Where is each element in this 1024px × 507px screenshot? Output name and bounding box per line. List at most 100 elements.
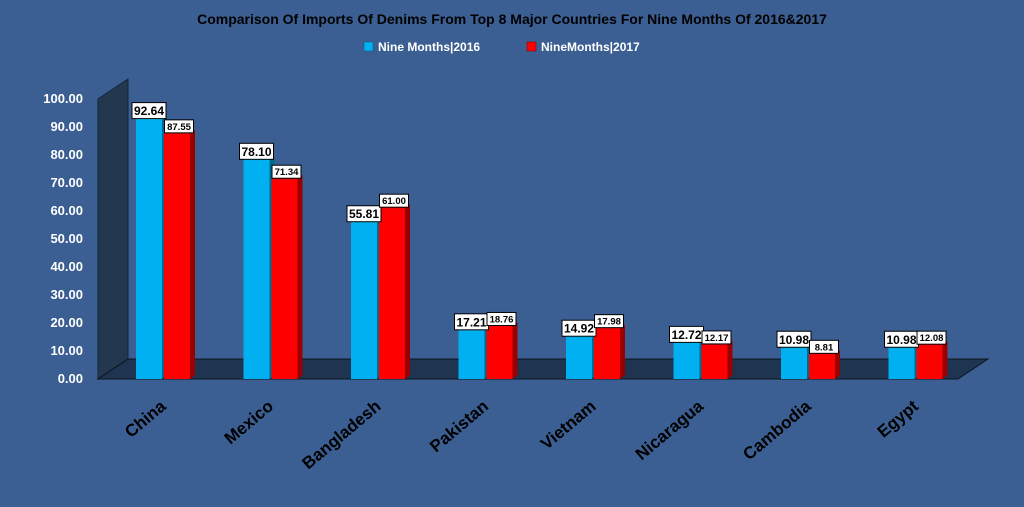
data-label-2016: 17.21 (454, 313, 489, 331)
bar-front (271, 179, 298, 379)
bar-side (405, 204, 410, 379)
bar-side (512, 322, 518, 379)
bar-side (620, 324, 625, 379)
data-label-2017: 87.55 (164, 119, 194, 134)
data-label-box (131, 102, 167, 120)
bar-front (916, 345, 943, 379)
data-label-box (809, 339, 839, 354)
data-label-text: 12.08 (920, 333, 944, 344)
data-label-2017: 12.17 (701, 330, 732, 345)
bar (781, 344, 812, 379)
bar-side (942, 341, 948, 379)
chart-back-wall (97, 78, 129, 380)
x-category-label: Nicaragua (632, 396, 708, 464)
data-label-text: 17.21 (456, 315, 486, 329)
bar (916, 341, 948, 379)
bar (379, 204, 410, 379)
data-label-box (486, 311, 517, 326)
data-label-box (164, 119, 194, 134)
legend-swatch-2017 (526, 41, 537, 52)
data-label-2016: 55.81 (346, 205, 382, 223)
bar-side (297, 175, 303, 379)
data-label-text: 8.81 (815, 342, 834, 353)
bar (888, 344, 920, 379)
bar (136, 115, 167, 379)
data-label-text: 61.00 (382, 196, 406, 207)
y-tick-label: 40.00 (50, 259, 83, 274)
bar (594, 324, 625, 379)
bar-front (243, 160, 270, 379)
bar (566, 333, 597, 379)
data-label-box (561, 319, 597, 337)
data-label-box (776, 330, 812, 348)
bar-front (458, 330, 485, 379)
bar-front (486, 326, 513, 379)
data-label-text: 55.81 (349, 207, 379, 221)
bar (673, 339, 705, 379)
legend-label-2017: NineMonths|2017 (541, 40, 640, 54)
bar-front (673, 343, 700, 379)
x-category-label: Mexico (221, 397, 277, 449)
bar-front (164, 133, 190, 379)
bar (809, 350, 840, 379)
x-category-label: Cambodia (739, 396, 815, 464)
bar-front (781, 348, 807, 379)
bar-side (727, 340, 733, 379)
legend-label-2016: Nine Months|2016 (378, 40, 480, 54)
y-tick-label: 70.00 (50, 175, 83, 190)
y-tick-label: 80.00 (50, 147, 83, 162)
data-label-text: 17.98 (597, 317, 621, 328)
y-tick-label: 60.00 (50, 203, 83, 218)
data-label-2017: 12.08 (916, 330, 947, 345)
bar (243, 156, 275, 379)
data-label-2017: 61.00 (379, 193, 409, 208)
data-label-text: 12.72 (671, 328, 701, 342)
bar-front (888, 348, 915, 379)
bar (271, 175, 303, 379)
bar-front (809, 354, 835, 379)
data-label-2016: 10.98 (776, 330, 812, 348)
x-category-label: China (121, 396, 170, 441)
data-label-box (346, 205, 382, 223)
bar (164, 129, 195, 379)
data-label-text: 92.64 (134, 104, 164, 118)
y-tick-label: 100.00 (43, 91, 83, 106)
legend: Nine Months|2016 NineMonths|2017 (363, 40, 640, 54)
data-label-2017: 71.34 (271, 164, 302, 179)
data-label-2017: 8.81 (809, 339, 839, 354)
data-label-2016: 14.92 (561, 319, 597, 337)
y-tick-label: 30.00 (50, 287, 83, 302)
legend-swatch-2016 (363, 41, 374, 52)
bar-front (594, 328, 620, 379)
chart-title: Comparison Of Imports Of Denims From Top… (197, 11, 827, 27)
data-label-text: 10.98 (886, 333, 916, 347)
chart-floor (96, 358, 990, 380)
data-label-text: 18.76 (490, 314, 514, 325)
data-label-2016: 12.72 (669, 325, 704, 343)
y-tick-label: 10.00 (50, 343, 83, 358)
data-label-text: 10.98 (779, 333, 809, 347)
data-label-2016: 78.10 (239, 142, 274, 160)
data-label-text: 87.55 (167, 122, 191, 133)
x-category-label: Bangladesh (299, 397, 385, 473)
bar-front (701, 344, 728, 379)
bar (701, 340, 733, 379)
data-label-text: 14.92 (564, 322, 594, 336)
data-label-text: 71.34 (275, 167, 299, 178)
bar-front (379, 208, 405, 379)
data-label-box (701, 330, 732, 345)
bar-front (351, 222, 377, 379)
data-label-2017: 18.76 (486, 311, 517, 326)
x-category-label: Pakistan (426, 397, 492, 457)
data-label-box (271, 164, 302, 179)
data-label-2016: 10.98 (884, 330, 919, 348)
y-tick-label: 0.00 (58, 371, 83, 386)
data-label-2016: 92.64 (131, 102, 167, 120)
bar (486, 322, 518, 379)
bar (351, 218, 382, 379)
bar-front (566, 337, 592, 379)
data-label-box (916, 330, 947, 345)
data-label-text: 78.10 (241, 145, 271, 159)
